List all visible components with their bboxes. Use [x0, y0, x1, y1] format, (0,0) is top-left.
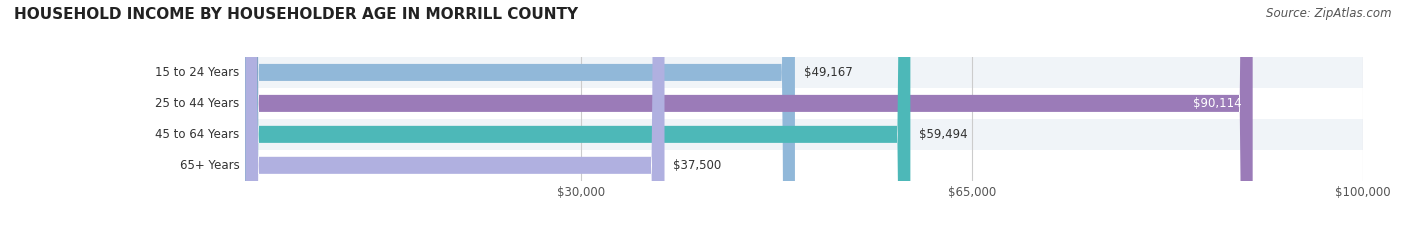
Text: 45 to 64 Years: 45 to 64 Years: [156, 128, 239, 141]
Text: 25 to 44 Years: 25 to 44 Years: [156, 97, 239, 110]
Text: $37,500: $37,500: [673, 159, 721, 172]
Text: $59,494: $59,494: [920, 128, 967, 141]
FancyBboxPatch shape: [245, 0, 1253, 233]
Bar: [245, 88, 1364, 119]
Bar: [245, 150, 1364, 181]
Text: 15 to 24 Years: 15 to 24 Years: [156, 66, 239, 79]
FancyBboxPatch shape: [245, 0, 794, 233]
Text: Source: ZipAtlas.com: Source: ZipAtlas.com: [1267, 7, 1392, 20]
Text: HOUSEHOLD INCOME BY HOUSEHOLDER AGE IN MORRILL COUNTY: HOUSEHOLD INCOME BY HOUSEHOLDER AGE IN M…: [14, 7, 578, 22]
Text: 65+ Years: 65+ Years: [180, 159, 239, 172]
Bar: [245, 57, 1364, 88]
FancyBboxPatch shape: [245, 0, 910, 233]
Text: $90,114: $90,114: [1192, 97, 1241, 110]
Bar: [245, 119, 1364, 150]
Text: $49,167: $49,167: [804, 66, 852, 79]
FancyBboxPatch shape: [245, 0, 665, 233]
